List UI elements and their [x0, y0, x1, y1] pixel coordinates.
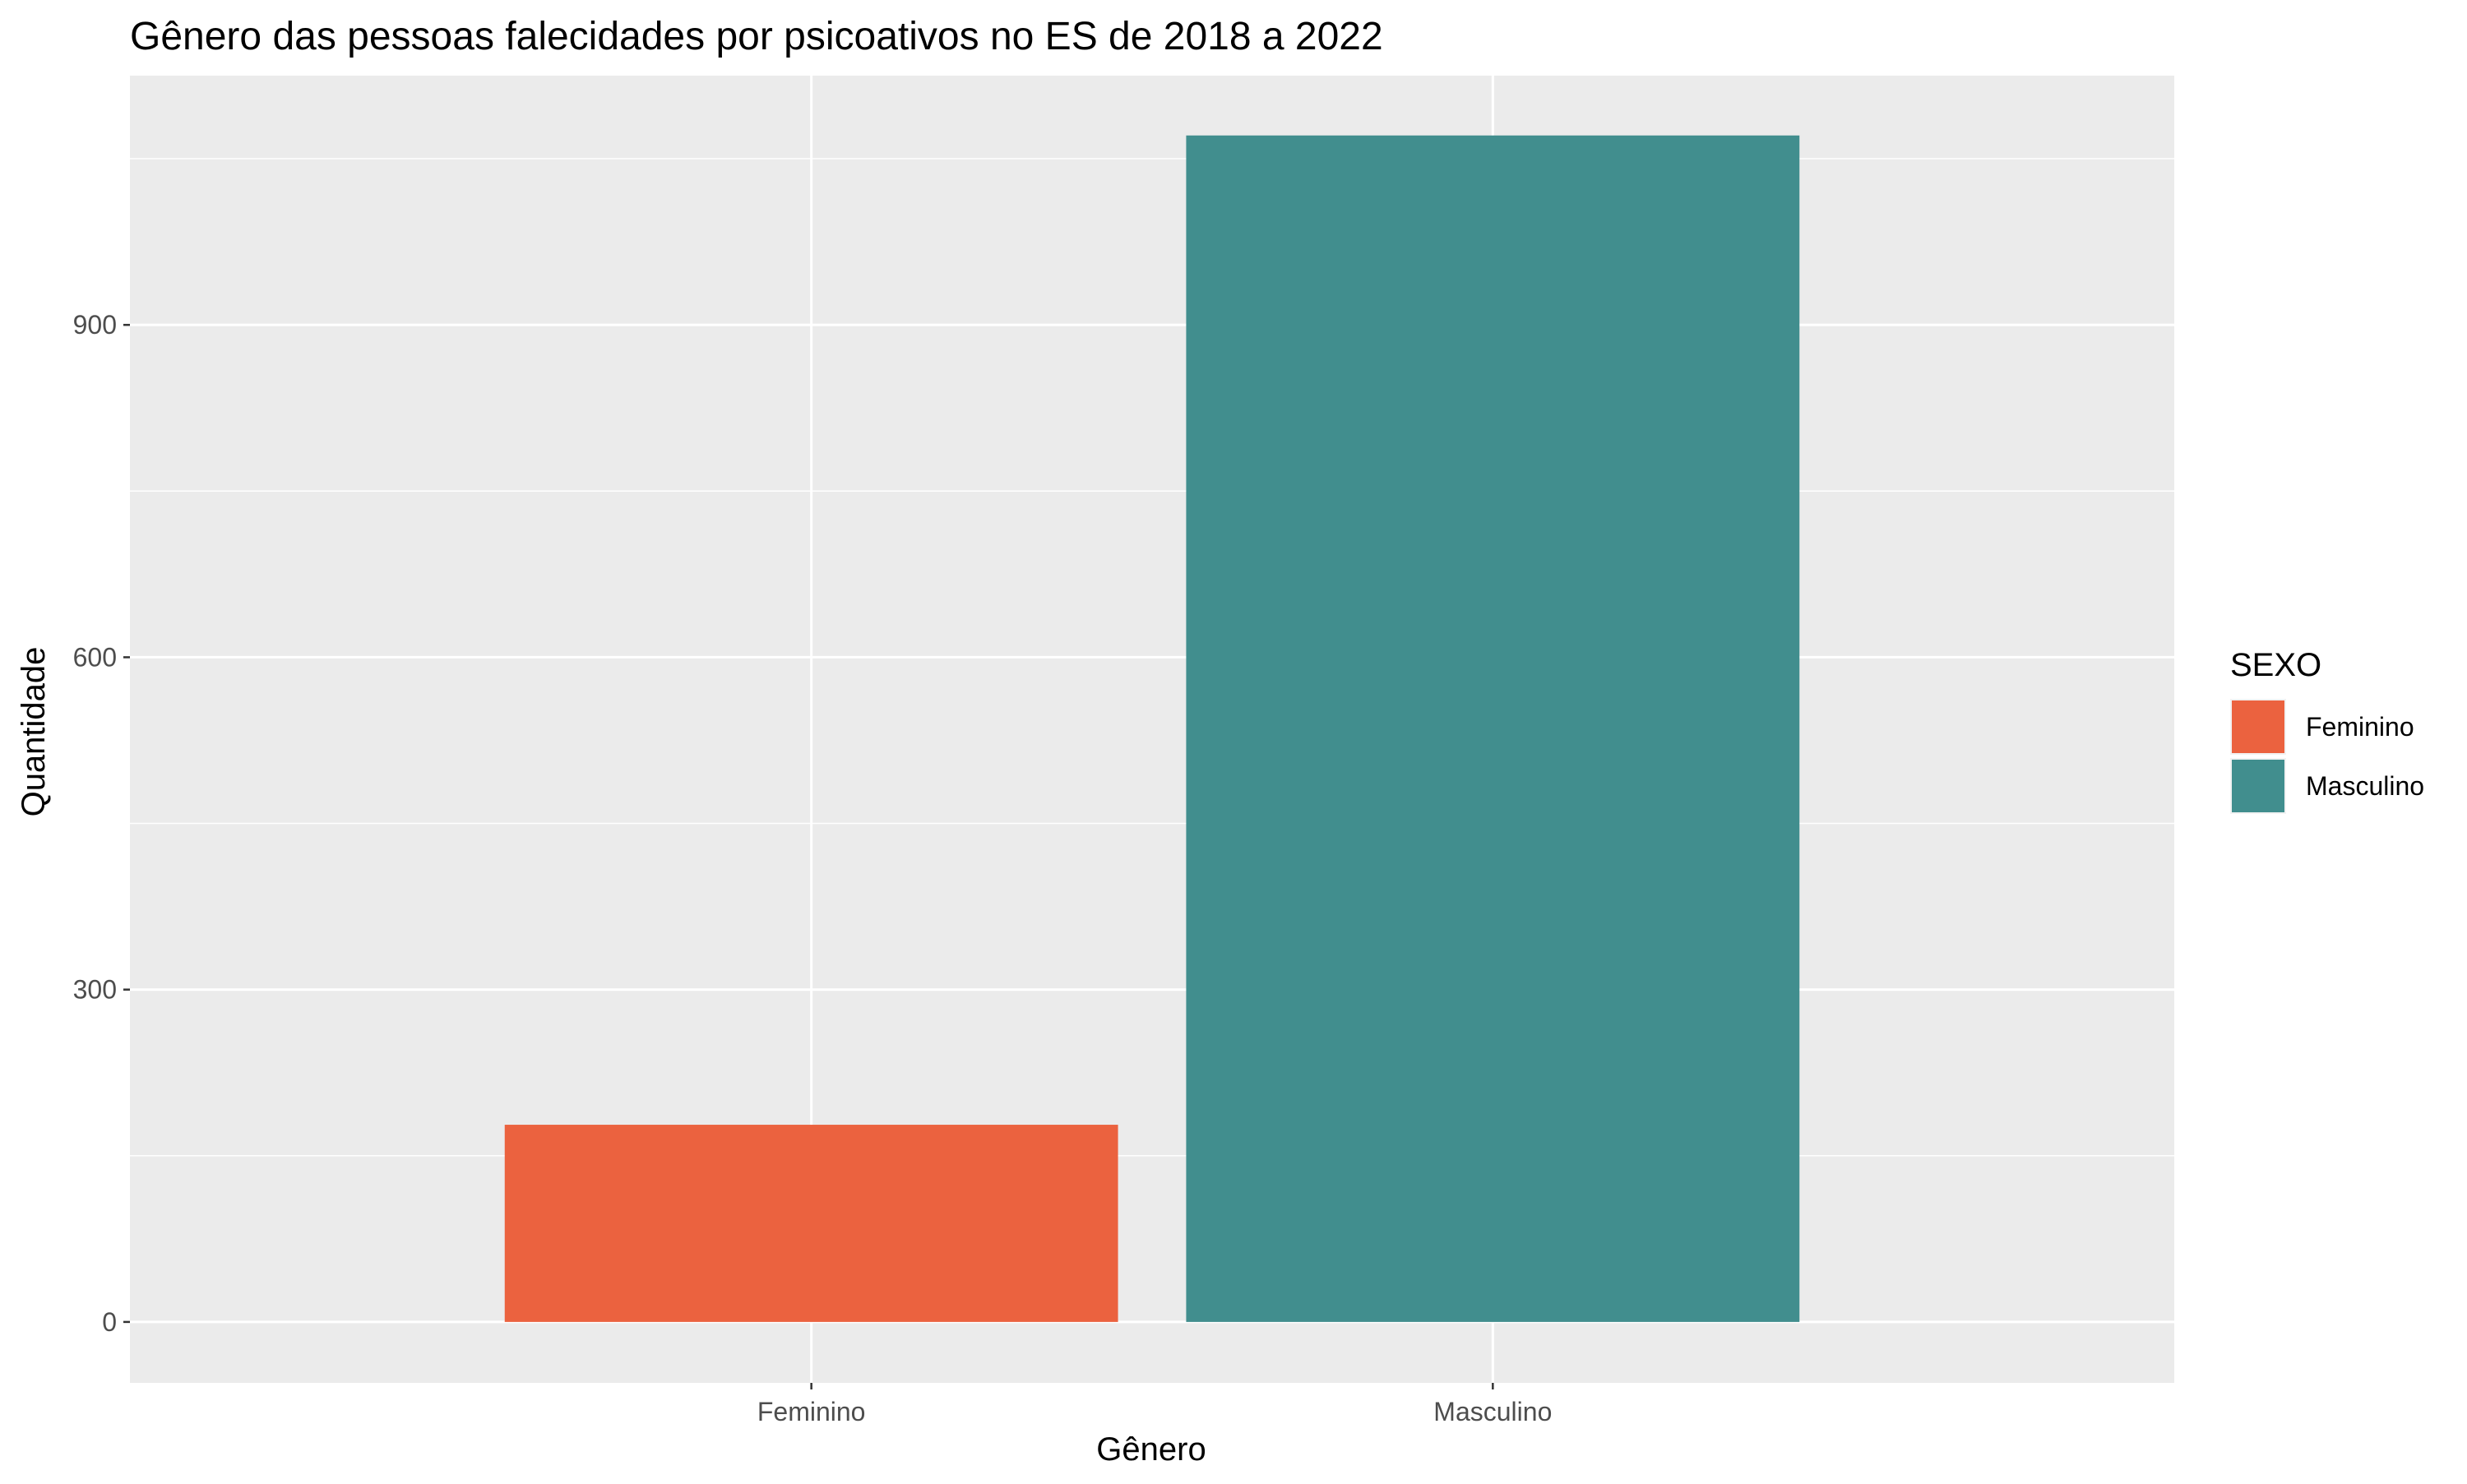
- x-tick-label: Masculino: [1433, 1397, 1552, 1426]
- y-tick-label: 300: [73, 975, 117, 1005]
- y-tick-label: 0: [102, 1307, 117, 1337]
- legend: SEXO Feminino Masculino: [2230, 647, 2424, 814]
- legend-title: SEXO: [2230, 647, 2321, 683]
- y-tick-label: 900: [73, 310, 117, 340]
- legend-key-masculino: [2232, 760, 2284, 812]
- legend-label: Feminino: [2306, 712, 2414, 742]
- bar-feminino: [504, 1125, 1118, 1322]
- plot-panel: [130, 76, 2174, 1383]
- x-axis-title: Gênero: [1096, 1431, 1206, 1468]
- legend-label: Masculino: [2306, 771, 2424, 801]
- legend-key-feminino: [2232, 700, 2284, 753]
- x-tick-label: Feminino: [757, 1397, 866, 1426]
- y-axis-title: Quantidade: [16, 647, 52, 817]
- bar-masculino: [1186, 135, 1800, 1322]
- panel-background: [130, 76, 2174, 1383]
- chart-title: Gênero das pessoas falecidades por psico…: [130, 15, 1383, 58]
- y-tick-label: 600: [73, 642, 117, 672]
